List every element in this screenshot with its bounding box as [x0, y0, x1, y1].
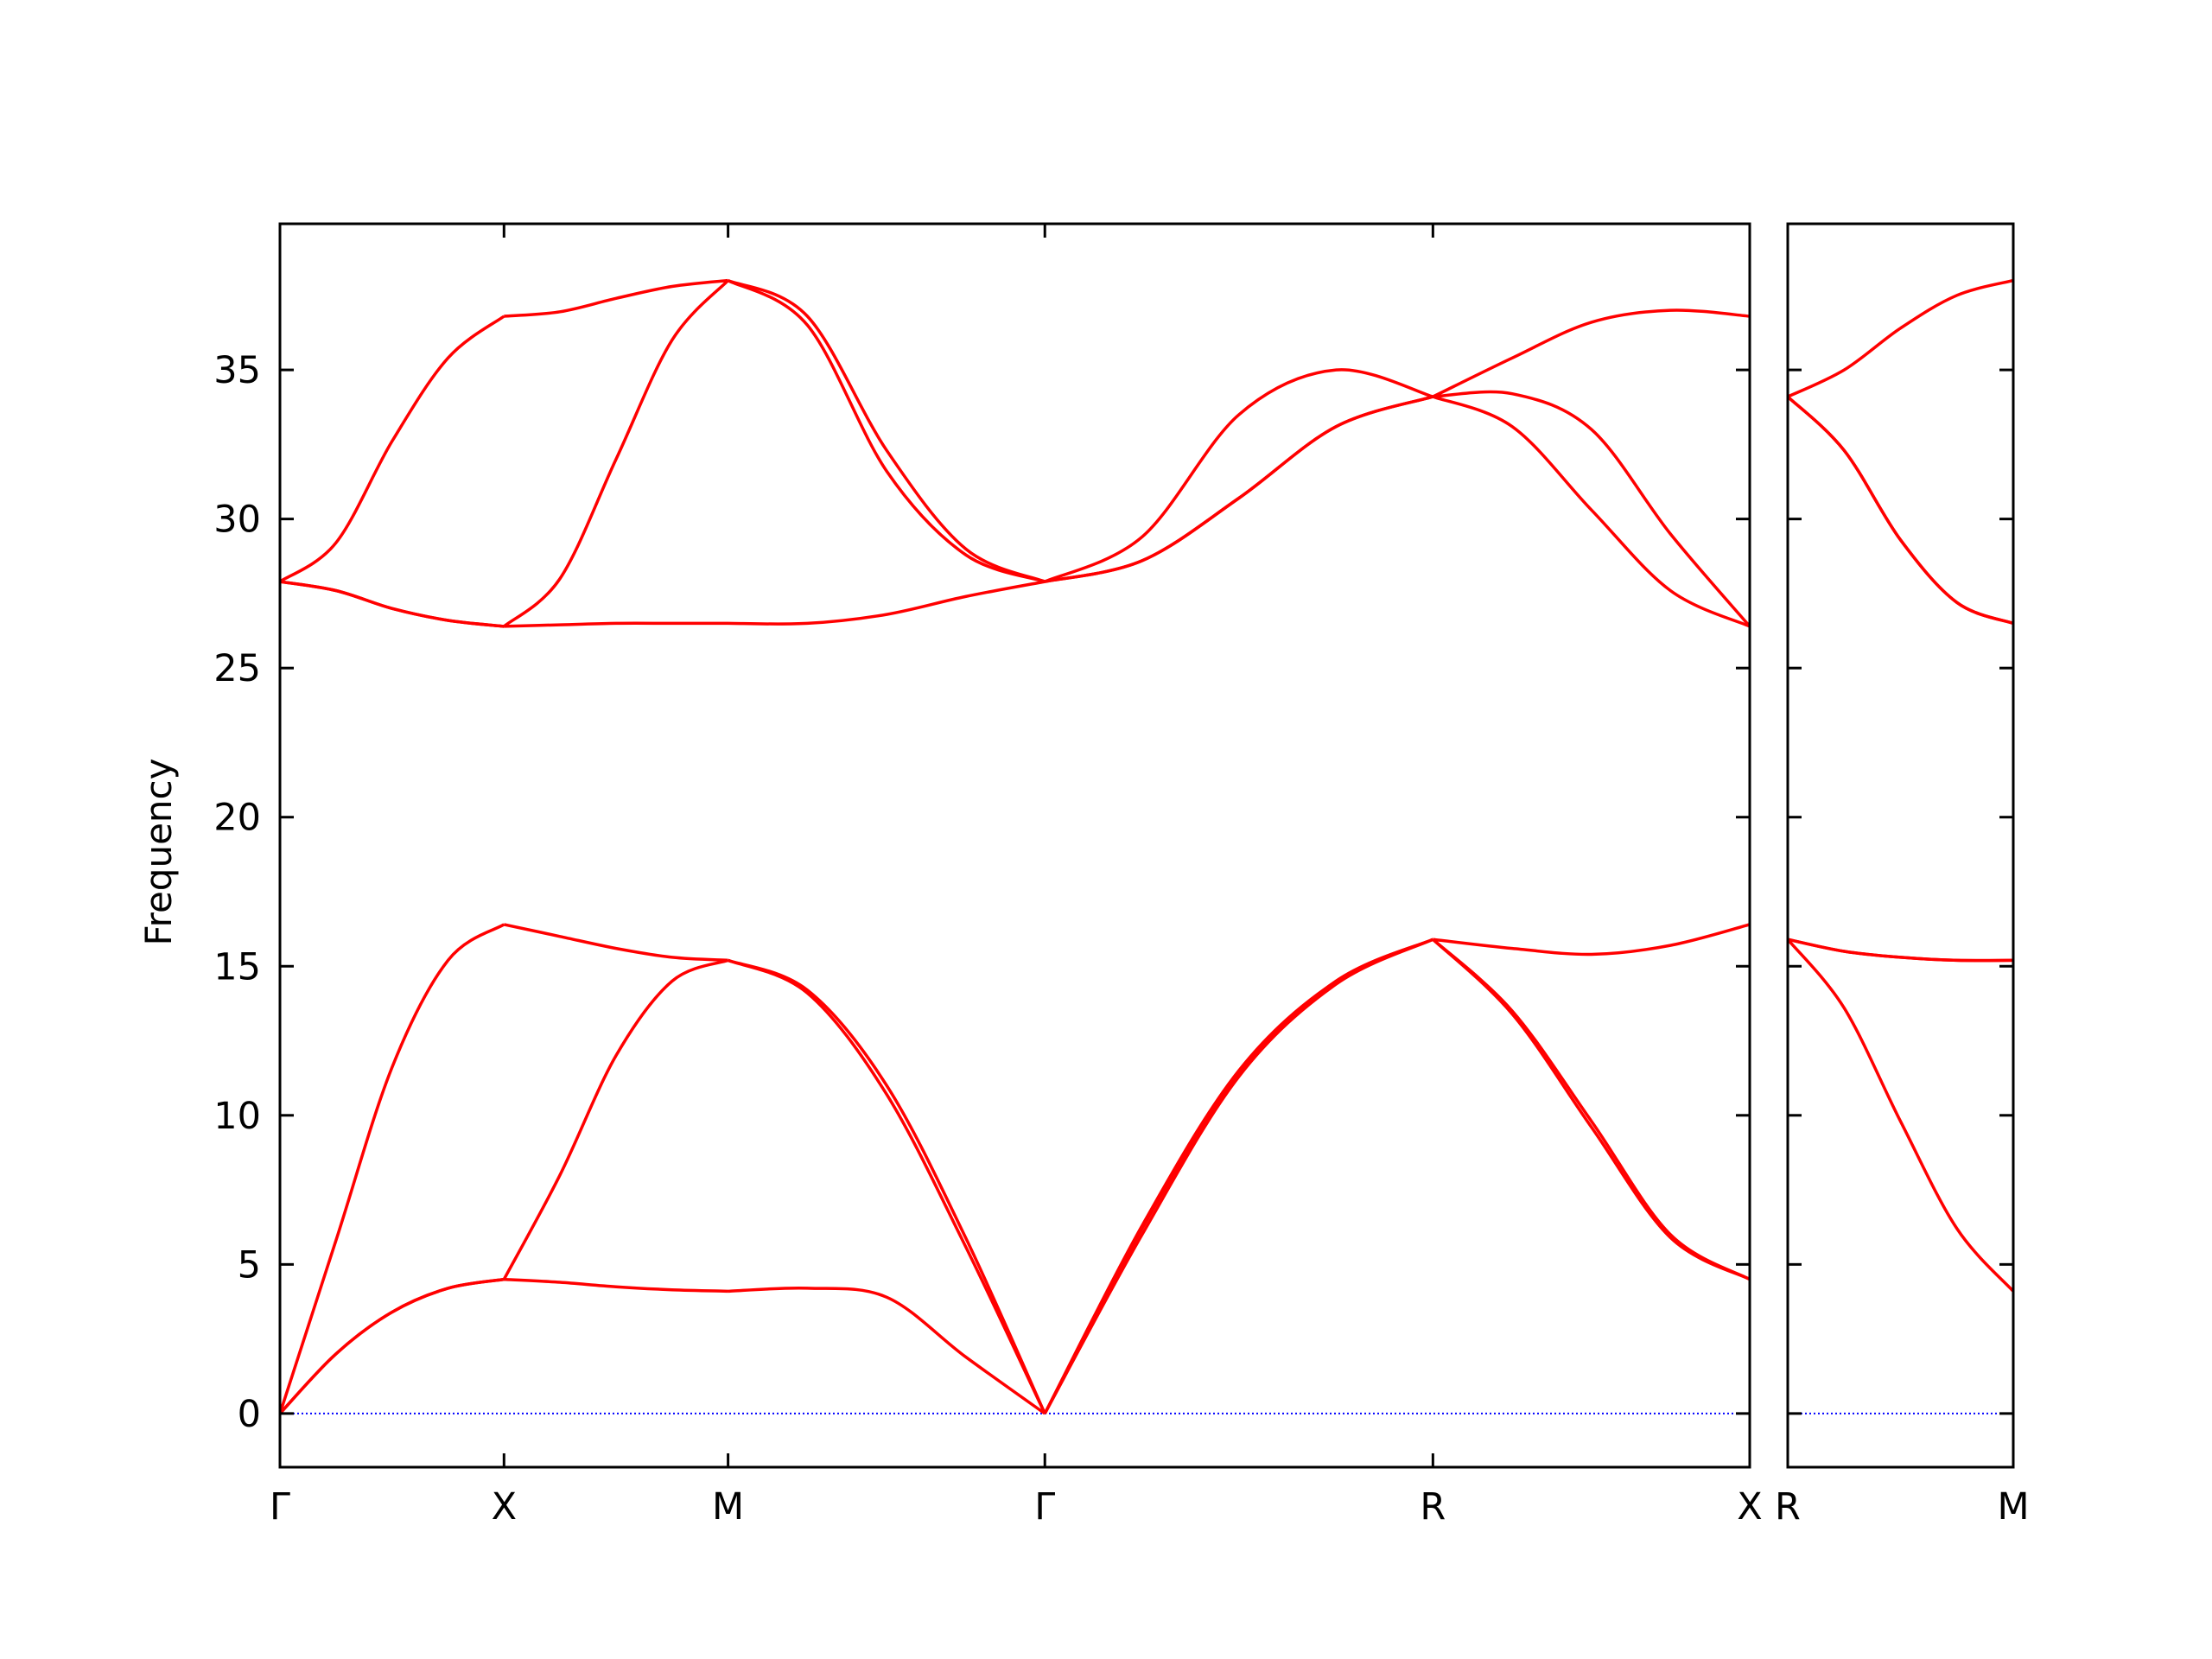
y-axis-label: Frequency	[137, 759, 180, 946]
x-tick-label: R	[1775, 1485, 1801, 1529]
plot-frame	[1786, 222, 2015, 1469]
x-tick-label: Γ	[1034, 1485, 1055, 1529]
x-tick-label: R	[1420, 1485, 1446, 1529]
band-line-6	[280, 278, 1750, 583]
y-tick-label: 35	[213, 349, 261, 392]
x-tick-label: X	[1737, 1485, 1762, 1529]
y-tick-label: 5	[238, 1243, 261, 1287]
band-line-3	[280, 923, 1750, 1414]
band-line-3	[1788, 938, 2013, 963]
x-tick-label: M	[712, 1485, 744, 1529]
x-tick-label: M	[1997, 1485, 2029, 1529]
y-tick-label: 10	[213, 1095, 261, 1138]
plot-frame	[278, 222, 1751, 1469]
band-line-4	[280, 395, 1750, 628]
x-tick-label: X	[492, 1485, 517, 1529]
y-tick-label: 20	[213, 797, 261, 840]
y-tick-label: 25	[213, 647, 261, 690]
y-tick-label: 15	[213, 945, 261, 988]
y-tick-label: 30	[213, 499, 261, 542]
band-line-2	[280, 938, 1750, 1415]
band-line-6	[1788, 278, 2013, 398]
y-tick-label: 0	[238, 1393, 261, 1436]
band-line-4	[1788, 395, 2013, 626]
band-line-1	[1788, 938, 2013, 1293]
x-tick-label: Γ	[270, 1485, 290, 1529]
band-line-5	[280, 279, 1750, 628]
band-line-5	[1788, 395, 2013, 626]
